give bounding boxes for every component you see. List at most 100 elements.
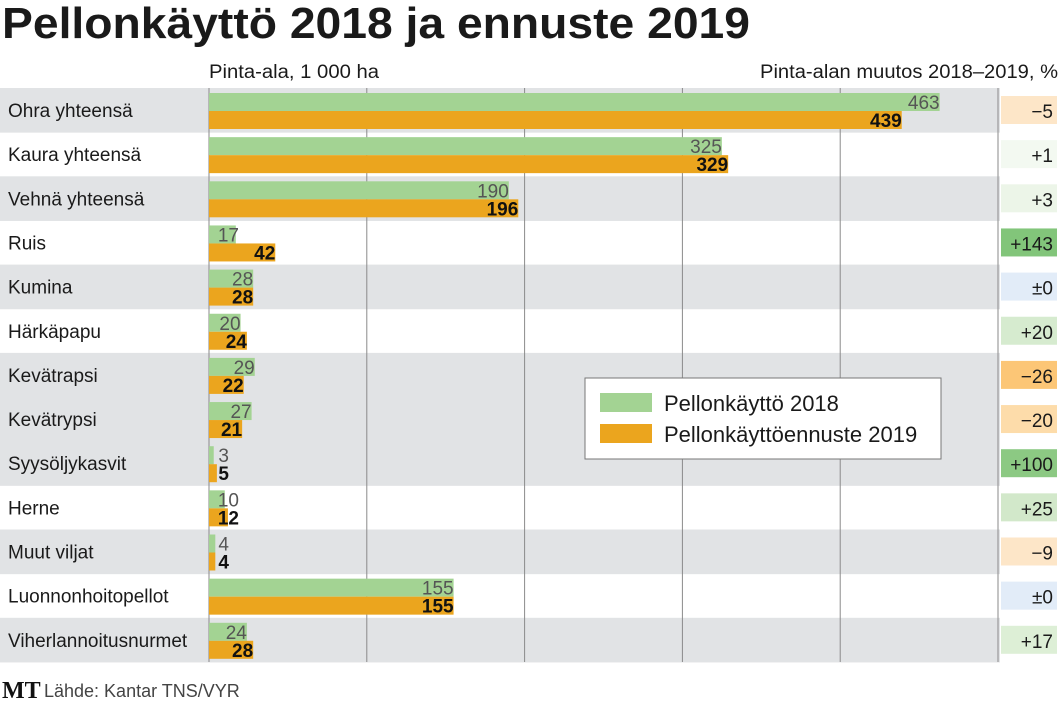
data-label-2018: 17 xyxy=(218,225,239,246)
data-label-2018: 3 xyxy=(218,446,229,467)
data-label-2019: 24 xyxy=(226,332,248,353)
bar-2018 xyxy=(209,446,214,465)
bar-2019 xyxy=(209,243,276,262)
change-value: +1 xyxy=(1031,146,1053,167)
legend: Pellonkäyttö 2018 Pellonkäyttöennuste 20… xyxy=(584,377,942,460)
data-label-2018: 4 xyxy=(218,535,229,556)
bar-2019 xyxy=(209,552,216,571)
data-label-2018: 10 xyxy=(218,490,239,511)
change-value: ±0 xyxy=(1032,588,1053,609)
bar-2018 xyxy=(209,490,225,509)
bar-2018 xyxy=(209,534,216,553)
change-badge xyxy=(1001,272,1057,301)
change-badge xyxy=(1001,493,1057,522)
bar-2019 xyxy=(209,508,228,527)
row-background xyxy=(0,617,1000,663)
change-badge xyxy=(1001,405,1057,434)
bar-2019 xyxy=(209,199,519,218)
bar-2018 xyxy=(209,313,241,332)
change-value: +143 xyxy=(1010,234,1053,255)
change-badge xyxy=(1001,625,1057,654)
category-label: Muut viljat xyxy=(8,543,94,564)
data-label-2019: 5 xyxy=(218,464,229,485)
category-label: Syysöljykasvit xyxy=(8,454,127,475)
legend-label-2019: Pellonkäyttöennuste 2019 xyxy=(664,422,917,447)
change-value: −5 xyxy=(1031,102,1053,123)
row-background xyxy=(0,264,1000,310)
category-label: Kaura yhteensä xyxy=(8,145,142,166)
legend-swatch-2019 xyxy=(600,424,652,443)
change-badge xyxy=(1001,184,1057,213)
row-background xyxy=(0,529,1000,575)
change-badge xyxy=(1001,96,1057,124)
bar-2018 xyxy=(209,578,454,597)
data-label-2019: 21 xyxy=(221,420,243,441)
data-label-2018: 325 xyxy=(690,137,722,158)
chart-title: Pellonkäyttö 2018 ja ennuste 2019 xyxy=(2,0,750,48)
bar-2018 xyxy=(209,93,940,111)
data-label-2019: 28 xyxy=(232,641,253,662)
data-label-2019: 42 xyxy=(254,243,275,264)
data-label-2019: 196 xyxy=(487,199,519,220)
change-badge xyxy=(1001,140,1057,169)
change-column-label: Pinta-alan muutos 2018–2019, % xyxy=(760,62,1058,83)
bar-2018 xyxy=(209,181,509,200)
bar-2018 xyxy=(209,225,236,244)
data-label-2018: 20 xyxy=(219,314,240,335)
x-axis-label: Pinta-ala, 1 000 ha xyxy=(209,62,379,83)
data-label-2019: 22 xyxy=(223,376,244,397)
change-badge xyxy=(1001,228,1057,257)
bar-2019 xyxy=(209,596,454,615)
change-value: −26 xyxy=(1021,367,1053,388)
category-label: Ohra yhteensä xyxy=(8,101,133,122)
category-label: Viherlannoitusnurmet xyxy=(8,631,188,652)
bar-2018 xyxy=(209,622,247,641)
data-label-2018: 463 xyxy=(908,93,940,114)
legend-swatch-2018 xyxy=(600,393,652,412)
data-label-2019: 4 xyxy=(218,553,229,574)
data-label-2019: 28 xyxy=(232,288,253,309)
mt-logo: MT xyxy=(2,678,41,702)
bar-2019 xyxy=(209,111,902,129)
change-badge xyxy=(1001,581,1057,610)
bar-2018 xyxy=(209,137,722,156)
bar-2018 xyxy=(209,357,255,376)
bar-2019 xyxy=(209,155,729,174)
category-label: Kevätrypsi xyxy=(8,410,97,431)
change-badge xyxy=(1001,360,1057,389)
data-label-2018: 190 xyxy=(477,181,509,202)
change-value: +20 xyxy=(1021,323,1053,344)
bar-2019 xyxy=(209,375,244,394)
data-label-2019: 12 xyxy=(218,508,239,529)
category-label: Härkäpapu xyxy=(8,322,101,343)
bar-2018 xyxy=(209,269,254,288)
category-label: Herne xyxy=(8,498,60,519)
category-label: Ruis xyxy=(8,233,46,254)
data-label-2019: 439 xyxy=(870,111,902,132)
change-value: +25 xyxy=(1021,499,1053,520)
legend-label-2018: Pellonkäyttö 2018 xyxy=(664,391,839,416)
change-badge xyxy=(1001,316,1057,345)
category-label: Luonnonhoitopellot xyxy=(8,587,169,608)
change-value: −9 xyxy=(1031,544,1053,565)
data-label-2018: 155 xyxy=(422,579,454,600)
category-label: Kevätrapsi xyxy=(8,366,98,387)
data-label-2019: 155 xyxy=(422,597,454,618)
data-label-2018: 28 xyxy=(232,270,253,291)
data-label-2019: 329 xyxy=(696,155,728,176)
bar-2019 xyxy=(209,420,243,439)
category-label: Kumina xyxy=(8,278,73,299)
change-badge xyxy=(1001,537,1057,566)
change-value: −20 xyxy=(1021,411,1053,432)
bar-2019 xyxy=(209,464,217,483)
bar-2018 xyxy=(209,402,252,421)
change-value: ±0 xyxy=(1032,279,1053,300)
change-value: +100 xyxy=(1010,455,1053,476)
data-label-2018: 27 xyxy=(230,402,251,423)
change-badge xyxy=(1001,449,1057,478)
bar-2019 xyxy=(209,331,247,350)
data-label-2018: 29 xyxy=(234,358,255,379)
change-value: +3 xyxy=(1031,190,1053,211)
legend-box xyxy=(584,377,942,460)
